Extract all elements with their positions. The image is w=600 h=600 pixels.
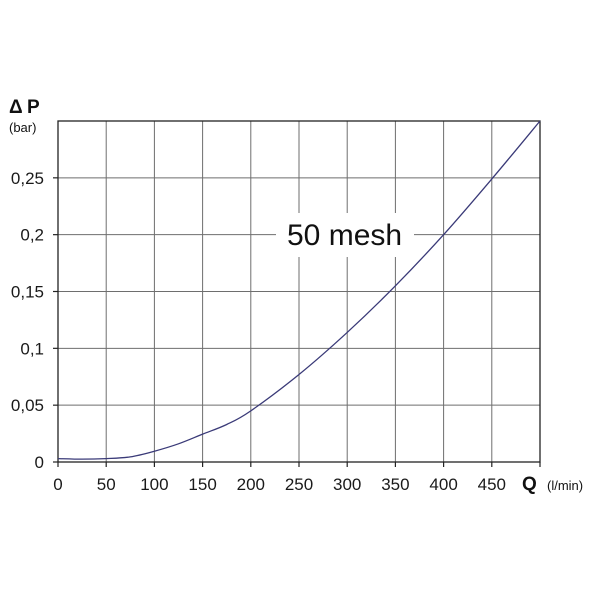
y-axis-symbol: Δ — [9, 97, 23, 118]
y-tick-label: 0,2 — [20, 226, 44, 245]
tick-labels: 0 50 100 150 200 250 300 350 400 450 0 0,05 0,1 0,15 0… — [11, 169, 506, 494]
x-axis-letter: Q — [522, 474, 537, 495]
series-label-background — [276, 213, 414, 257]
grid — [53, 120, 541, 467]
y-axis-unit: (bar) — [9, 120, 36, 135]
series-line-50-mesh — [57, 120, 541, 460]
series-lines — [57, 120, 541, 460]
y-tick-label: 0,25 — [11, 169, 44, 188]
y-tick-label: 0,15 — [11, 283, 44, 302]
x-axis-unit: (l/min) — [547, 478, 583, 493]
y-tick-label: 0,1 — [20, 339, 44, 358]
x-tick-label: 250 — [285, 475, 313, 494]
x-tick-label: 200 — [237, 475, 265, 494]
y-tick-label: 0 — [35, 453, 44, 472]
y-axis-letter: P — [27, 97, 40, 118]
x-tick-label: 150 — [188, 475, 216, 494]
x-tick-label: 300 — [333, 475, 361, 494]
x-tick-label: 350 — [381, 475, 409, 494]
x-tick-label: 100 — [140, 475, 168, 494]
y-tick-label: 0,05 — [11, 396, 44, 415]
x-tick-label: 0 — [53, 475, 62, 494]
x-tick-label: 450 — [478, 475, 506, 494]
x-tick-label: 400 — [429, 475, 457, 494]
x-tick-label: 50 — [97, 475, 116, 494]
series-label: 50 mesh — [287, 219, 402, 252]
